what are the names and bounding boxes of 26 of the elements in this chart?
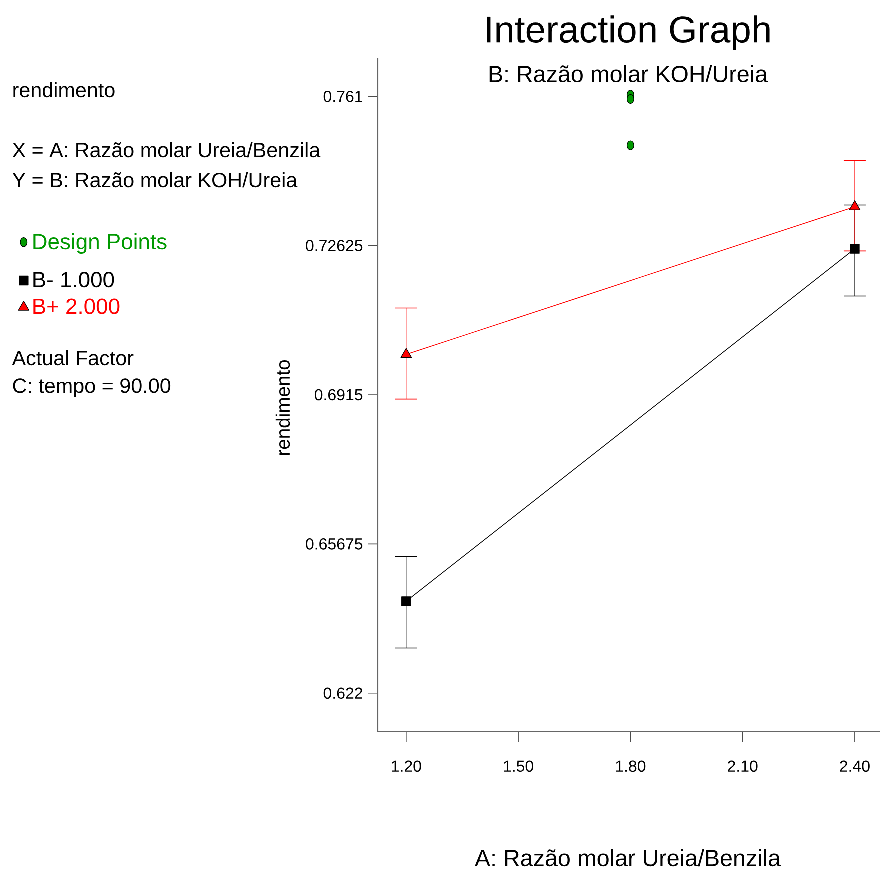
x-tick-label: 1.20 xyxy=(392,760,422,772)
text: Actual Factor xyxy=(12,350,134,366)
x-axis-title: A: Razão molar Ureia/Benzila xyxy=(475,849,781,867)
legend-label: Design Points xyxy=(34,233,167,254)
legend-label: B- 1.000 xyxy=(34,272,114,288)
text: C: tempo = 90.00 xyxy=(13,378,171,398)
point xyxy=(850,244,860,254)
x-tick-label: 1.80 xyxy=(616,760,646,772)
y-tick-label: 0.761 xyxy=(324,90,362,102)
x-tick-label: 1.50 xyxy=(504,760,534,772)
point xyxy=(402,596,412,606)
chart-title: Interaction Graph xyxy=(487,16,770,50)
legend-label: B+ 2.000 xyxy=(34,298,120,314)
text: X = A: Razão molar Ureia/Benzila xyxy=(12,142,321,158)
point xyxy=(626,94,634,104)
chart-subtitle: B: Razão molar KOH/Ureia xyxy=(490,65,768,83)
y-tick-label: 0.72625 xyxy=(306,240,363,252)
y-tick-label: 0.622 xyxy=(324,688,362,700)
text: rendimento xyxy=(14,82,115,98)
y-tick-label: 0.65675 xyxy=(306,538,363,550)
y-tick-label: 0.6915 xyxy=(314,389,363,401)
point xyxy=(626,140,634,150)
x-tick-label: 2.10 xyxy=(728,760,758,772)
text: Y = B: Razão molar KOH/Ureia xyxy=(12,172,298,188)
y-axis-title: rendimento xyxy=(276,360,290,456)
x-tick-label: 2.40 xyxy=(840,760,870,772)
